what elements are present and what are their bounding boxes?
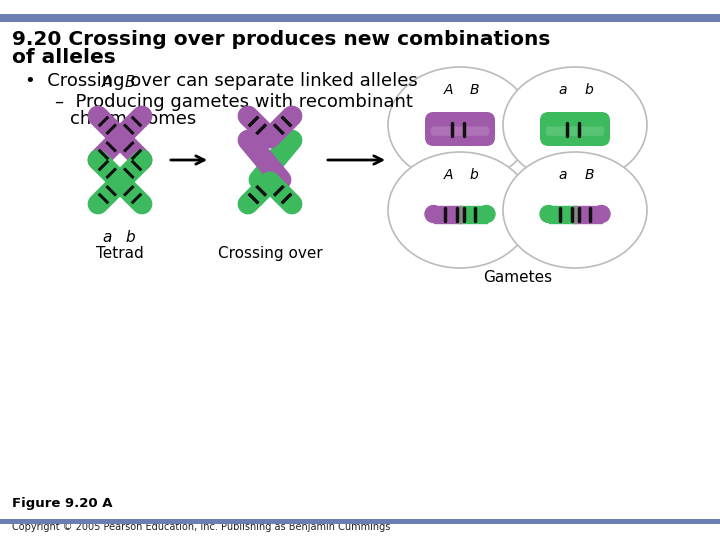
Text: chromosomes: chromosomes	[70, 110, 197, 128]
Text: of alleles: of alleles	[12, 48, 116, 67]
Circle shape	[264, 132, 276, 144]
Text: –  Producing gametes with recombinant: – Producing gametes with recombinant	[55, 93, 413, 111]
FancyBboxPatch shape	[546, 126, 604, 136]
Bar	[573, 206, 577, 222]
FancyBboxPatch shape	[425, 112, 495, 146]
Circle shape	[425, 206, 442, 222]
Bar	[460, 206, 487, 222]
Bar	[575, 206, 601, 222]
Ellipse shape	[388, 67, 532, 183]
Text: b: b	[469, 168, 478, 182]
Circle shape	[114, 176, 126, 188]
Text: Copyright © 2005 Pearson Education, Inc. Publishing as Benjamin Cummings: Copyright © 2005 Pearson Education, Inc.…	[12, 522, 390, 532]
Text: Crossing over: Crossing over	[217, 246, 323, 261]
Text: B: B	[584, 168, 594, 182]
Text: a: a	[559, 83, 567, 97]
Text: Gametes: Gametes	[483, 270, 552, 285]
Text: •  Crossing over can separate linked alleles: • Crossing over can separate linked alle…	[25, 72, 418, 90]
Text: 9.20 Crossing over produces new combinations: 9.20 Crossing over produces new combinat…	[12, 30, 550, 49]
Bar	[549, 206, 575, 222]
Circle shape	[478, 206, 495, 222]
Text: b: b	[585, 83, 593, 97]
Text: B: B	[469, 83, 479, 97]
Ellipse shape	[388, 152, 532, 268]
Text: b: b	[125, 230, 135, 245]
Bar	[433, 206, 460, 222]
Text: A: A	[444, 83, 453, 97]
Text: A: A	[444, 168, 453, 182]
FancyBboxPatch shape	[0, 519, 720, 524]
Text: B: B	[125, 75, 135, 90]
FancyBboxPatch shape	[540, 112, 610, 146]
Ellipse shape	[503, 152, 647, 268]
Circle shape	[593, 206, 610, 222]
Text: A: A	[102, 75, 112, 90]
Circle shape	[540, 206, 557, 222]
Circle shape	[264, 176, 276, 188]
Text: Tetrad: Tetrad	[96, 246, 144, 261]
FancyBboxPatch shape	[0, 14, 720, 22]
Text: Figure 9.20 A: Figure 9.20 A	[12, 497, 112, 510]
FancyBboxPatch shape	[431, 126, 489, 136]
Circle shape	[114, 132, 126, 144]
Ellipse shape	[503, 67, 647, 183]
Bar	[458, 206, 462, 222]
Text: a: a	[559, 168, 567, 182]
Text: a: a	[102, 230, 112, 245]
